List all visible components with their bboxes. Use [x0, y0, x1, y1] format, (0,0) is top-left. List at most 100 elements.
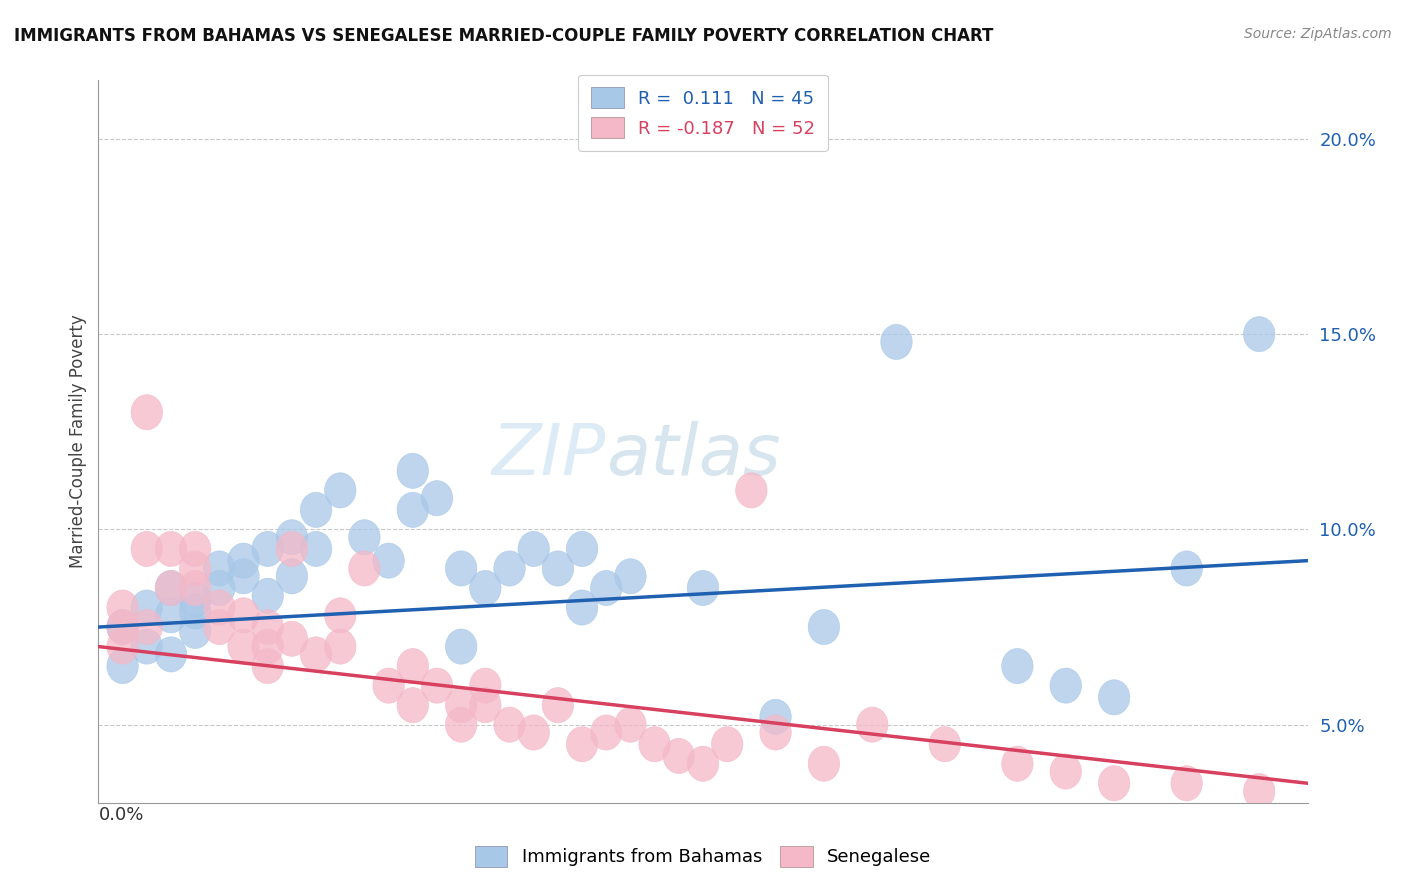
- Ellipse shape: [1243, 773, 1275, 809]
- Ellipse shape: [711, 727, 742, 762]
- Ellipse shape: [446, 551, 477, 586]
- Ellipse shape: [276, 520, 308, 555]
- Ellipse shape: [396, 453, 429, 489]
- Ellipse shape: [1001, 648, 1033, 683]
- Ellipse shape: [228, 598, 259, 633]
- Ellipse shape: [808, 609, 839, 645]
- Ellipse shape: [252, 648, 284, 683]
- Ellipse shape: [204, 570, 235, 606]
- Ellipse shape: [494, 551, 526, 586]
- Ellipse shape: [180, 594, 211, 629]
- Ellipse shape: [301, 492, 332, 527]
- Ellipse shape: [107, 648, 138, 683]
- Ellipse shape: [155, 637, 187, 672]
- Ellipse shape: [107, 590, 138, 625]
- Ellipse shape: [614, 558, 647, 594]
- Ellipse shape: [591, 570, 621, 606]
- Ellipse shape: [1050, 668, 1081, 703]
- Ellipse shape: [688, 747, 718, 781]
- Ellipse shape: [325, 629, 356, 665]
- Ellipse shape: [107, 609, 138, 645]
- Ellipse shape: [155, 570, 187, 606]
- Ellipse shape: [325, 473, 356, 508]
- Ellipse shape: [180, 570, 211, 606]
- Ellipse shape: [131, 394, 163, 430]
- Ellipse shape: [422, 481, 453, 516]
- Ellipse shape: [252, 629, 284, 665]
- Ellipse shape: [1243, 317, 1275, 351]
- Ellipse shape: [131, 532, 163, 566]
- Ellipse shape: [470, 668, 501, 703]
- Ellipse shape: [252, 532, 284, 566]
- Legend: Immigrants from Bahamas, Senegalese: Immigrants from Bahamas, Senegalese: [467, 838, 939, 874]
- Ellipse shape: [396, 688, 429, 723]
- Ellipse shape: [735, 473, 768, 508]
- Ellipse shape: [470, 688, 501, 723]
- Ellipse shape: [517, 532, 550, 566]
- Ellipse shape: [349, 520, 380, 555]
- Ellipse shape: [1098, 680, 1130, 714]
- Ellipse shape: [688, 570, 718, 606]
- Ellipse shape: [252, 609, 284, 645]
- Ellipse shape: [543, 688, 574, 723]
- Ellipse shape: [446, 688, 477, 723]
- Ellipse shape: [470, 570, 501, 606]
- Ellipse shape: [664, 739, 695, 773]
- Ellipse shape: [276, 621, 308, 657]
- Ellipse shape: [349, 551, 380, 586]
- Ellipse shape: [373, 668, 405, 703]
- Ellipse shape: [1171, 551, 1202, 586]
- Ellipse shape: [494, 707, 526, 742]
- Ellipse shape: [204, 590, 235, 625]
- Ellipse shape: [131, 590, 163, 625]
- Ellipse shape: [180, 614, 211, 648]
- Ellipse shape: [567, 532, 598, 566]
- Ellipse shape: [543, 551, 574, 586]
- Ellipse shape: [808, 747, 839, 781]
- Ellipse shape: [517, 714, 550, 750]
- Ellipse shape: [107, 609, 138, 645]
- Ellipse shape: [1171, 765, 1202, 801]
- Ellipse shape: [180, 532, 211, 566]
- Ellipse shape: [155, 598, 187, 633]
- Ellipse shape: [180, 582, 211, 617]
- Ellipse shape: [567, 727, 598, 762]
- Text: ZIP: ZIP: [492, 422, 606, 491]
- Text: IMMIGRANTS FROM BAHAMAS VS SENEGALESE MARRIED-COUPLE FAMILY POVERTY CORRELATION : IMMIGRANTS FROM BAHAMAS VS SENEGALESE MA…: [14, 27, 994, 45]
- Y-axis label: Married-Couple Family Poverty: Married-Couple Family Poverty: [69, 315, 87, 568]
- Ellipse shape: [567, 590, 598, 625]
- Ellipse shape: [301, 532, 332, 566]
- Ellipse shape: [638, 727, 671, 762]
- Text: atlas: atlas: [606, 422, 780, 491]
- Ellipse shape: [1098, 765, 1130, 801]
- Ellipse shape: [759, 714, 792, 750]
- Ellipse shape: [252, 578, 284, 614]
- Ellipse shape: [180, 551, 211, 586]
- Ellipse shape: [1001, 747, 1033, 781]
- Ellipse shape: [228, 629, 259, 665]
- Ellipse shape: [396, 648, 429, 683]
- Ellipse shape: [276, 532, 308, 566]
- Text: Source: ZipAtlas.com: Source: ZipAtlas.com: [1244, 27, 1392, 41]
- Ellipse shape: [929, 727, 960, 762]
- Ellipse shape: [107, 629, 138, 665]
- Ellipse shape: [614, 707, 647, 742]
- Ellipse shape: [446, 629, 477, 665]
- Legend: R =  0.111   N = 45, R = -0.187   N = 52: R = 0.111 N = 45, R = -0.187 N = 52: [578, 75, 828, 151]
- Text: 0.0%: 0.0%: [98, 806, 143, 824]
- Ellipse shape: [228, 558, 259, 594]
- Ellipse shape: [1050, 754, 1081, 789]
- Ellipse shape: [759, 699, 792, 734]
- Ellipse shape: [422, 668, 453, 703]
- Ellipse shape: [131, 609, 163, 645]
- Ellipse shape: [591, 714, 621, 750]
- Ellipse shape: [131, 629, 163, 665]
- Ellipse shape: [155, 570, 187, 606]
- Ellipse shape: [396, 492, 429, 527]
- Ellipse shape: [446, 707, 477, 742]
- Ellipse shape: [276, 558, 308, 594]
- Ellipse shape: [204, 609, 235, 645]
- Ellipse shape: [301, 637, 332, 672]
- Ellipse shape: [325, 598, 356, 633]
- Ellipse shape: [373, 543, 405, 578]
